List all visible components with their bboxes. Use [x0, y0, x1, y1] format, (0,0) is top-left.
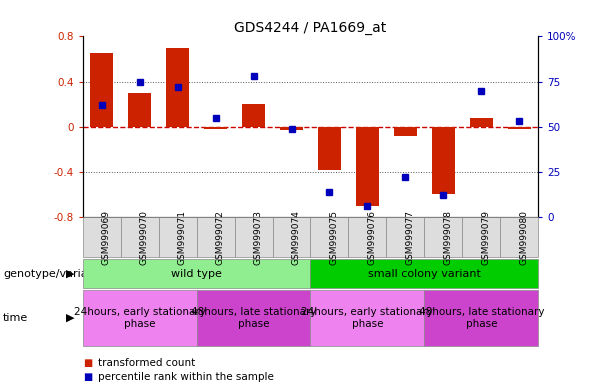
Bar	[356, 127, 379, 206]
Text: wild type: wild type	[171, 268, 222, 279]
Bar	[128, 93, 151, 127]
Text: ▶: ▶	[66, 268, 75, 279]
Text: 24hours, early stationary
phase: 24hours, early stationary phase	[74, 307, 205, 329]
Bar	[280, 127, 303, 130]
Bar	[508, 127, 531, 129]
Text: ▶: ▶	[66, 313, 75, 323]
Text: transformed count: transformed count	[98, 358, 196, 368]
Bar	[318, 127, 341, 170]
Text: 24hours, early stationary
phase: 24hours, early stationary phase	[302, 307, 433, 329]
Text: GSM999079: GSM999079	[481, 210, 490, 265]
Text: GSM999076: GSM999076	[367, 210, 376, 265]
Text: ■: ■	[83, 358, 92, 368]
Text: 48hours, late stationary
phase: 48hours, late stationary phase	[191, 307, 316, 329]
Text: GSM999077: GSM999077	[405, 210, 414, 265]
Bar	[432, 127, 455, 194]
Bar	[394, 127, 417, 136]
Bar	[166, 48, 189, 127]
Title: GDS4244 / PA1669_at: GDS4244 / PA1669_at	[234, 22, 387, 35]
Bar	[242, 104, 265, 127]
Text: ■: ■	[83, 372, 92, 382]
Text: genotype/variation: genotype/variation	[3, 268, 109, 279]
Text: small colony variant: small colony variant	[368, 268, 481, 279]
Bar	[470, 118, 493, 127]
Text: 48hours, late stationary
phase: 48hours, late stationary phase	[419, 307, 544, 329]
Text: GSM999071: GSM999071	[178, 210, 186, 265]
Text: GSM999078: GSM999078	[443, 210, 452, 265]
Text: GSM999070: GSM999070	[140, 210, 149, 265]
Text: GSM999069: GSM999069	[102, 210, 111, 265]
Text: GSM999075: GSM999075	[329, 210, 338, 265]
Text: GSM999072: GSM999072	[216, 210, 224, 265]
Text: percentile rank within the sample: percentile rank within the sample	[98, 372, 274, 382]
Text: GSM999080: GSM999080	[519, 210, 528, 265]
Bar	[204, 127, 227, 129]
Text: GSM999073: GSM999073	[254, 210, 262, 265]
Bar	[90, 53, 113, 127]
Text: GSM999074: GSM999074	[292, 210, 300, 265]
Text: time: time	[3, 313, 28, 323]
